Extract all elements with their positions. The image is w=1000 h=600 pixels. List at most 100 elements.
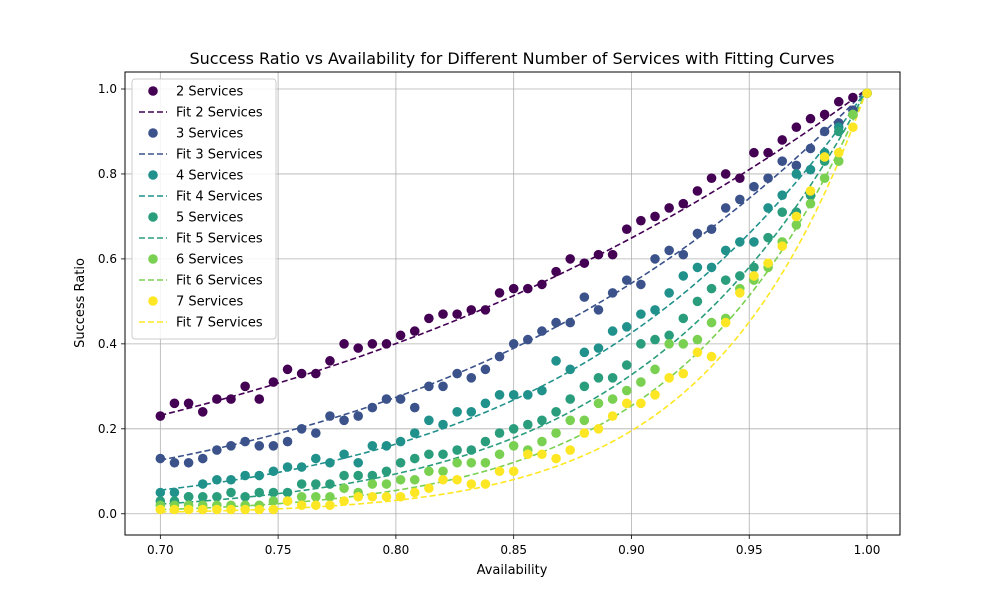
- data-point: [268, 487, 279, 498]
- data-point: [607, 411, 618, 421]
- data-point: [706, 317, 717, 328]
- data-point: [862, 88, 872, 99]
- data-point: [621, 224, 632, 234]
- data-point: [438, 419, 448, 430]
- legend-marker: [148, 296, 158, 306]
- data-point: [636, 215, 646, 226]
- data-point: [155, 453, 166, 464]
- data-point: [537, 415, 547, 426]
- axis-ticks: 0.70 0.75 0.80 0.85 0.90 0.95 1.00 0.0 0.2 0.4 0.6…: [98, 82, 880, 557]
- data-point: [409, 453, 420, 464]
- data-point: [226, 474, 236, 485]
- data-point: [240, 436, 250, 447]
- data-point: [381, 441, 392, 451]
- data-point: [212, 445, 222, 455]
- chart-title: Success Ratio vs Availability for Differ…: [190, 49, 835, 68]
- data-point: [353, 457, 364, 468]
- data-point: [438, 381, 448, 392]
- x-tick-label: 0.75: [265, 543, 292, 557]
- data-point: [212, 504, 222, 515]
- data-point: [494, 390, 505, 400]
- fit-line-5-services: [160, 88, 868, 505]
- data-point: [607, 288, 618, 298]
- data-point: [819, 109, 830, 120]
- data-point: [678, 313, 689, 324]
- data-point: [593, 373, 604, 383]
- data-point: [424, 466, 434, 477]
- data-point: [735, 173, 745, 183]
- data-point: [339, 415, 349, 426]
- data-point: [678, 271, 689, 281]
- data-point: [508, 283, 519, 294]
- data-point: [579, 381, 590, 392]
- data-point: [565, 254, 576, 264]
- data-point: [409, 474, 420, 485]
- data-point: [339, 496, 349, 506]
- legend-label: Fit 5 Services: [176, 232, 263, 247]
- data-point: [805, 198, 816, 209]
- data-point: [424, 313, 434, 324]
- data-point: [339, 449, 349, 460]
- data-point: [494, 288, 505, 298]
- data-point: [706, 351, 717, 362]
- data-point: [169, 487, 180, 498]
- data-point: [183, 398, 194, 409]
- x-tick-label: 1.00: [854, 543, 881, 557]
- data-point: [480, 364, 491, 375]
- data-point: [593, 343, 604, 353]
- data-point: [551, 317, 561, 328]
- data-point: [636, 339, 646, 349]
- data-point: [466, 407, 477, 417]
- legend-label: 5 Services: [176, 211, 243, 226]
- data-point: [621, 385, 632, 396]
- data-point: [650, 390, 660, 400]
- data-point: [296, 424, 307, 434]
- data-point: [438, 474, 448, 485]
- data-point: [311, 500, 321, 511]
- data-point: [494, 351, 505, 362]
- data-point: [692, 334, 703, 345]
- data-point: [720, 169, 731, 179]
- x-tick-label: 0.90: [618, 543, 645, 557]
- data-point: [466, 445, 477, 455]
- data-point: [240, 470, 250, 481]
- data-point: [805, 186, 816, 196]
- data-point: [523, 283, 533, 294]
- data-point: [311, 428, 321, 438]
- data-point: [833, 96, 844, 107]
- data-point: [254, 394, 265, 404]
- data-point: [537, 326, 547, 336]
- data-point: [551, 428, 561, 438]
- data-point: [763, 173, 773, 183]
- x-tick-label: 0.95: [736, 543, 763, 557]
- data-point: [607, 326, 618, 336]
- data-point: [523, 390, 533, 400]
- data-point: [169, 457, 180, 468]
- data-point: [438, 309, 448, 319]
- data-point: [353, 411, 364, 421]
- data-point: [692, 296, 703, 307]
- data-point: [523, 419, 533, 430]
- data-point: [452, 407, 462, 417]
- data-point: [706, 224, 717, 234]
- data-point: [706, 262, 717, 273]
- data-point: [466, 305, 477, 315]
- data-point: [212, 491, 222, 502]
- data-point: [395, 330, 406, 341]
- legend-marker: [148, 128, 158, 138]
- data-point: [706, 283, 717, 294]
- data-point: [197, 407, 208, 417]
- data-point: [367, 441, 378, 451]
- data-point: [226, 487, 236, 498]
- data-point: [579, 415, 590, 426]
- data-point: [452, 457, 462, 468]
- data-point: [763, 147, 773, 158]
- data-point: [409, 428, 420, 438]
- data-point: [155, 487, 166, 498]
- data-point: [579, 292, 590, 302]
- data-point: [438, 449, 448, 460]
- data-point: [296, 500, 307, 511]
- data-point: [254, 441, 265, 451]
- data-point: [155, 411, 166, 421]
- data-point: [381, 466, 392, 477]
